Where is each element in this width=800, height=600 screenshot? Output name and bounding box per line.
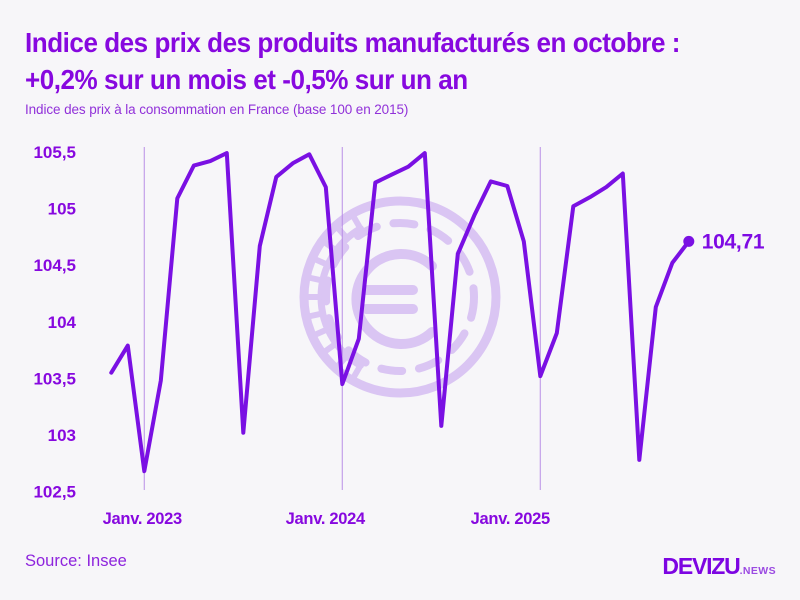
- y-axis-tick-label: 104,5: [33, 256, 76, 275]
- page-title-line2: +0,2% sur un mois et -0,5% sur un an: [25, 64, 468, 95]
- chart-subtitle: Indice des prix à la consommation en Fra…: [25, 102, 409, 117]
- x-axis-tick-labels: Janv. 2023 Janv. 2024 Janv. 2025: [103, 510, 551, 528]
- source-label: Source: Insee: [25, 552, 127, 570]
- y-axis-tick-label: 103,5: [33, 369, 76, 388]
- brand-name: DEVIZU: [662, 553, 740, 579]
- coin-edge-ridge: [309, 326, 331, 339]
- x-axis-gridlines: [143, 147, 541, 490]
- coin-edge-ridge: [309, 255, 331, 268]
- brand-suffix: .NEWS: [739, 565, 776, 577]
- x-axis-tick-label: Janv. 2023: [103, 510, 182, 528]
- coin-edge-ridge: [332, 222, 351, 242]
- coin-edge-ridge: [319, 340, 340, 357]
- page-title-line1: Indice des prix des produits manufacturé…: [25, 27, 680, 58]
- price-line-series: 104,71: [109, 151, 765, 474]
- coin-edge-ridges: [301, 210, 364, 384]
- euro-c-stroke: [351, 249, 437, 349]
- brand-logo: DEVIZU .NEWS: [662, 553, 776, 580]
- coin-edge-ridge: [303, 310, 326, 320]
- coin-edge-ridge: [303, 274, 326, 284]
- y-axis-tick-label: 105,5: [33, 143, 76, 162]
- coin-dashed-circle: [322, 219, 478, 375]
- page-title: Indice des prix des produits manufacturé…: [25, 24, 680, 98]
- coin-edge-ridge: [349, 210, 364, 232]
- y-axis-tick-label: 104: [48, 313, 77, 332]
- coin-edge-ridge: [349, 362, 364, 384]
- x-axis-tick-label: Janv. 2025: [471, 510, 550, 528]
- euro-sign-icon: [351, 249, 437, 349]
- price-index-line: [109, 151, 691, 474]
- end-value-label: 104,71: [702, 230, 765, 253]
- y-axis-tick-label: 105: [48, 200, 76, 219]
- y-axis-tick-labels: 105,5 105 104,5 104 103,5 103 102,5: [33, 143, 76, 502]
- y-axis-tick-label: 102,5: [33, 483, 76, 502]
- end-point-marker: [683, 235, 695, 247]
- x-axis-tick-label: Janv. 2024: [286, 510, 366, 528]
- y-axis-tick-label: 103: [48, 426, 76, 445]
